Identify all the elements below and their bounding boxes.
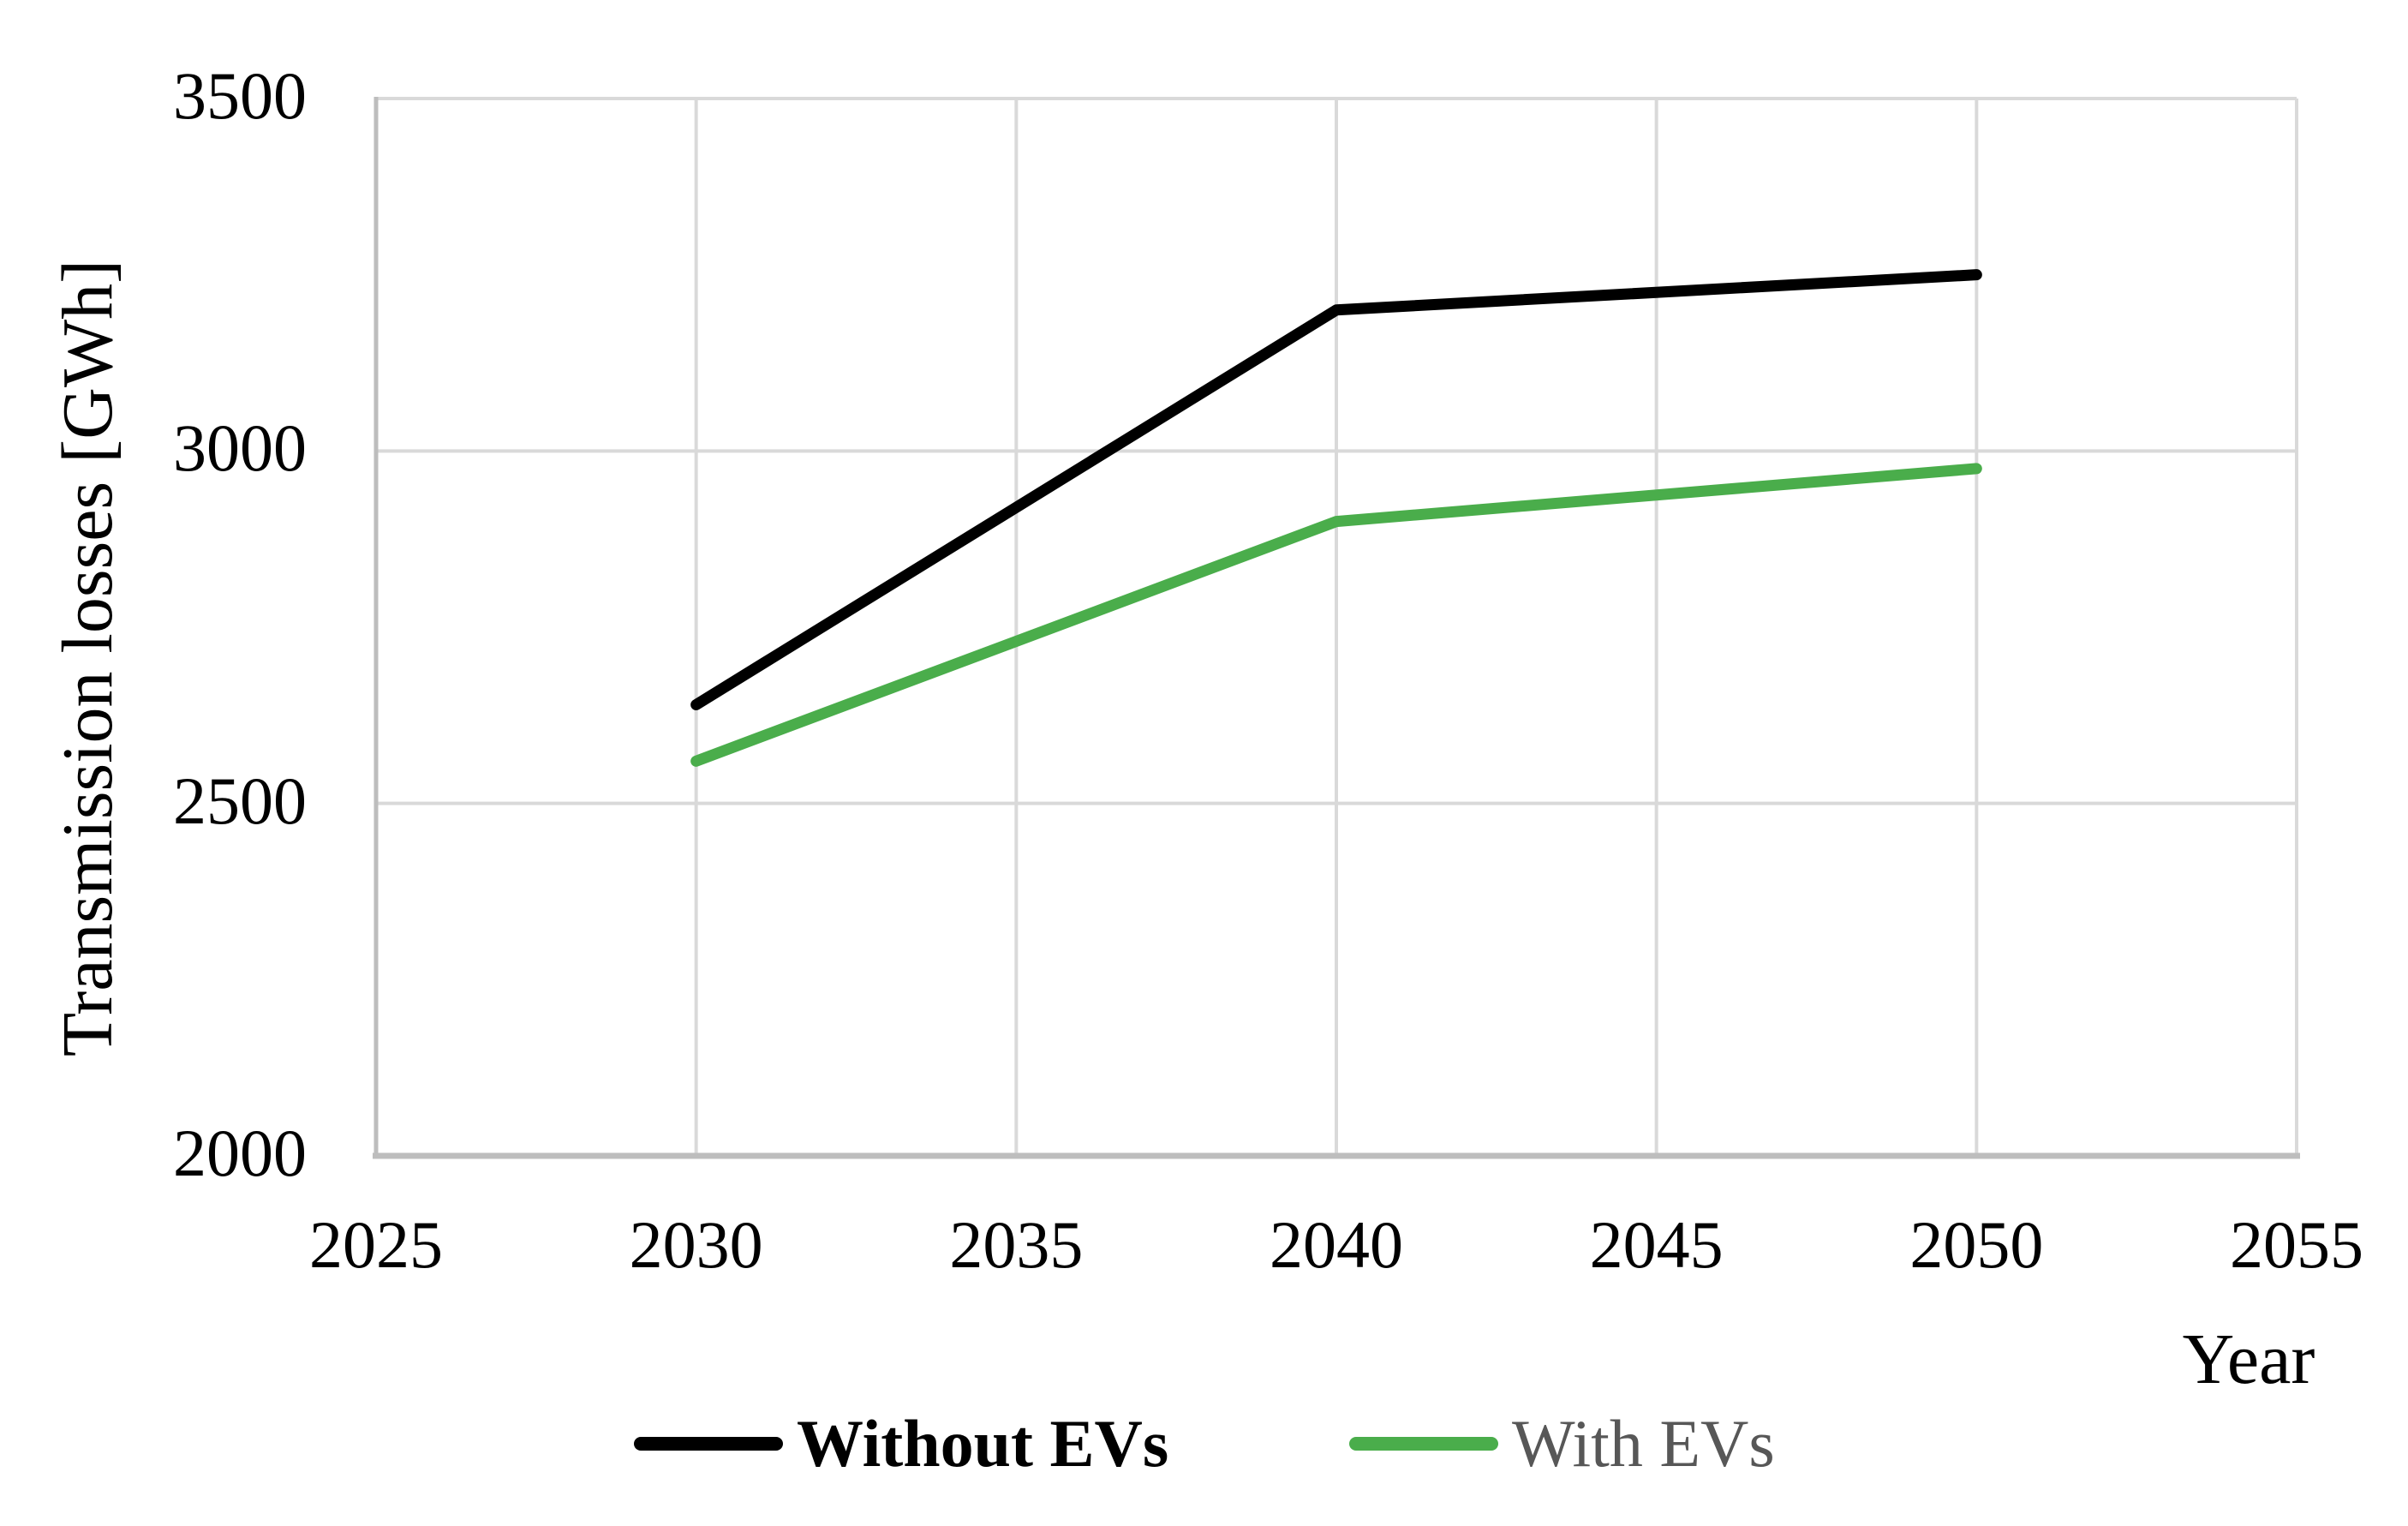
x-axis-title: Year [2182,1320,2315,1399]
series-line-with-evs [690,463,1982,767]
x-tick-label-2050: 2050 [1909,1207,2044,1282]
legend-swatch-without-evs [634,1437,783,1451]
legend-swatch-with-evs [1349,1437,1498,1451]
legend-item-with-evs: With EVs [1349,1405,1775,1482]
x-tick-label-2045: 2045 [1589,1207,1724,1282]
y-axis-title: Transmission losses [GWh] [48,259,128,1057]
y-tick-label-3000: 3000 [173,410,307,486]
legend-label-without-evs: Without EVs [797,1406,1169,1481]
x-tick-label-2055: 2055 [2230,1207,2363,1282]
x-tick-label-2030: 2030 [629,1207,763,1282]
legend-label-with-evs: With EVs [1512,1406,1775,1481]
y-tick-label-2500: 2500 [173,763,307,838]
y-tick-label-2000: 2000 [173,1116,307,1190]
y-tick-label-3500: 3500 [173,58,307,133]
x-tick-label-2035: 2035 [949,1207,1084,1282]
x-tick-label-2040: 2040 [1270,1207,1403,1282]
legend-item-without-evs: Without EVs [634,1405,1168,1482]
series-line-without-evs [690,269,1982,710]
x-tick-label-2025: 2025 [309,1207,443,1282]
